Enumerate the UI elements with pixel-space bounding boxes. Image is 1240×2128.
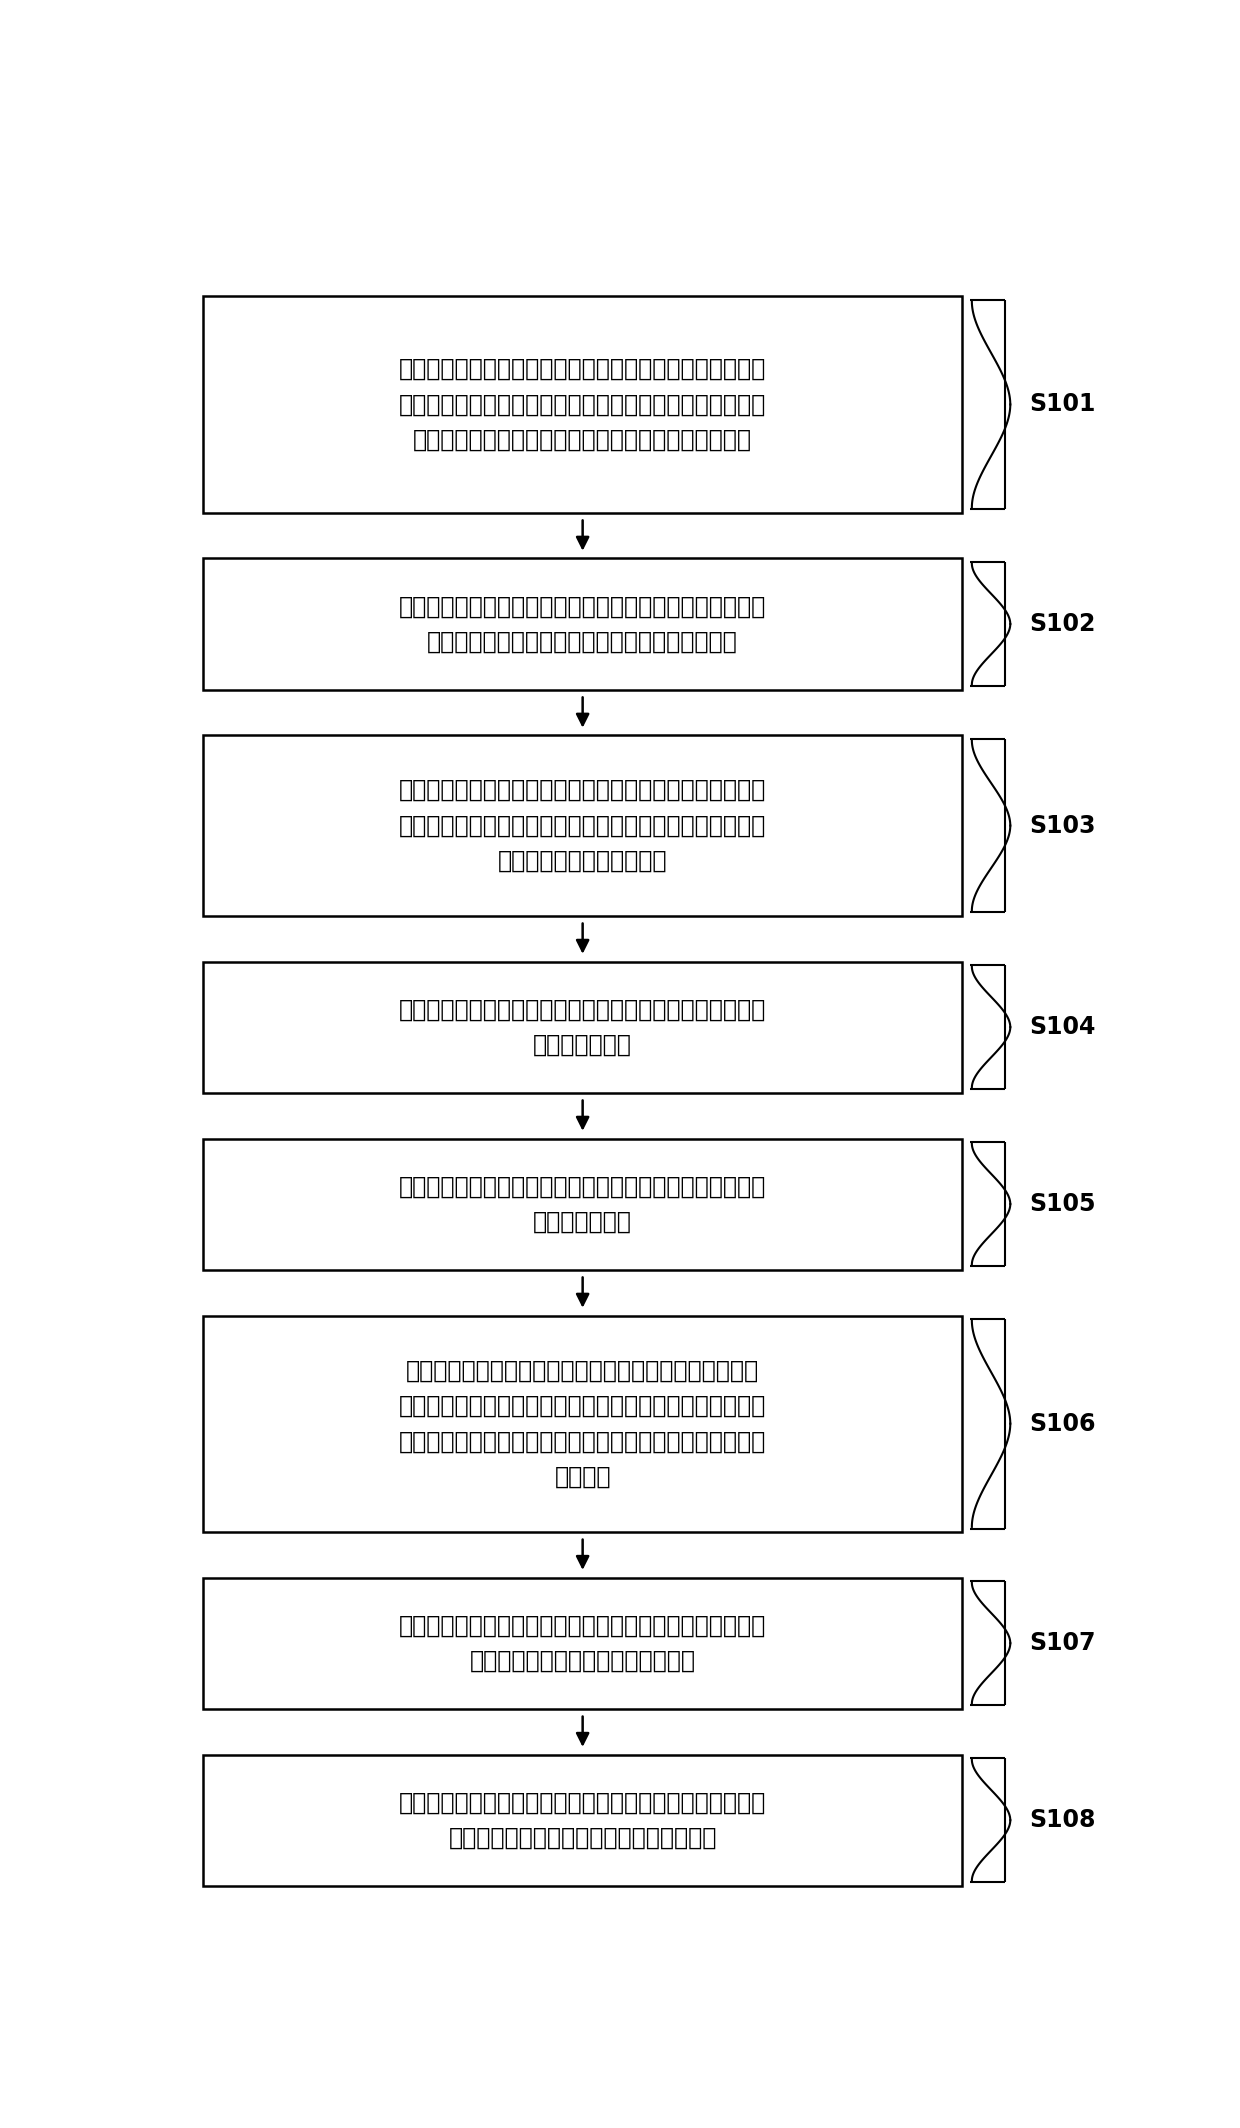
Text: 对所述质子交换膜体相轨迹进行力学性质计算，得到质子交
换膜的力学性质: 对所述质子交换膜体相轨迹进行力学性质计算，得到质子交 换膜的力学性质 bbox=[399, 998, 766, 1058]
Bar bbox=[203, 1577, 962, 1709]
Text: 在所述第二质子交换膜体相结构中添加气体分子并进行透气
性测试，得到质子交换膜的透气性质: 在所述第二质子交换膜体相结构中添加气体分子并进行透气 性测试，得到质子交换膜的透… bbox=[399, 1613, 766, 1673]
Text: S104: S104 bbox=[1029, 1015, 1096, 1038]
Bar bbox=[203, 962, 962, 1092]
Text: S106: S106 bbox=[1029, 1411, 1096, 1436]
Text: 获取所述质子交换膜体相轨迹的每一帧结构的孔隙体积数
值，并从所述第二质子交换膜体相结构中读取样品总体积，
所述孔隙体积数值和所述样品总体积的比值为质子交换膜的
: 获取所述质子交换膜体相轨迹的每一帧结构的孔隙体积数 值，并从所述第二质子交换膜体… bbox=[399, 1358, 766, 1490]
Text: S105: S105 bbox=[1029, 1192, 1096, 1215]
Text: S101: S101 bbox=[1029, 392, 1096, 417]
Text: 输出仿真评价结果，其中，质子交换膜的力学性质、流动性
质、结构性质和透气性质即为仿真评价结果: 输出仿真评价结果，其中，质子交换膜的力学性质、流动性 质、结构性质和透气性质即为… bbox=[399, 1790, 766, 1849]
Bar bbox=[203, 736, 962, 915]
Text: S103: S103 bbox=[1029, 813, 1096, 838]
Text: 对所述质子交换膜体相轨迹进行均方位移分析，得到质子交
换膜的流动性质: 对所述质子交换膜体相轨迹进行均方位移分析，得到质子交 换膜的流动性质 bbox=[399, 1175, 766, 1234]
Text: S108: S108 bbox=[1029, 1809, 1096, 1832]
Bar bbox=[203, 1138, 962, 1270]
Bar bbox=[203, 296, 962, 513]
Text: 结合所述配方数据和所述工况数据，对所述第一质子交换膜
体相结构进行虚拟工况采样处理，得到第二质子交换膜体相
结构和质子交换膜体相轨迹: 结合所述配方数据和所述工况数据，对所述第一质子交换膜 体相结构进行虚拟工况采样处… bbox=[399, 779, 766, 872]
Text: 结合所述配方数据和所述工况数据，配方数据根据所述结构
数据进行模拟合成，得到第一质子交换膜体相结构: 结合所述配方数据和所述工况数据，配方数据根据所述结构 数据进行模拟合成，得到第一… bbox=[399, 594, 766, 653]
Text: S107: S107 bbox=[1029, 1632, 1096, 1656]
Bar bbox=[203, 1315, 962, 1532]
Bar bbox=[203, 1756, 962, 1885]
Text: S102: S102 bbox=[1029, 613, 1096, 636]
Bar bbox=[203, 558, 962, 689]
Text: 通过模板表格输入质子交换膜配方信息，所述质子交换膜配
方信息包括配方数据、结构数据和工况数据，其中，所述模
板表格列出了仿真评价需要的所有质子交换膜配方信息: 通过模板表格输入质子交换膜配方信息，所述质子交换膜配 方信息包括配方数据、结构数… bbox=[399, 358, 766, 451]
